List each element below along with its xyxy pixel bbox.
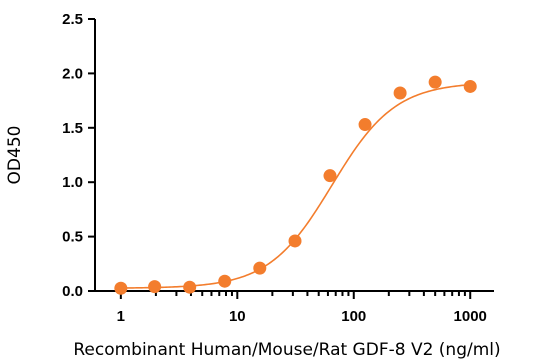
data-point [183, 280, 197, 294]
y-axis-title: OD450 [5, 126, 25, 185]
data-point [323, 169, 337, 183]
x-tick-label: 10 [229, 308, 246, 325]
y-axis: 0.0 0.5 1.0 1.5 2.0 2.5 [62, 11, 96, 300]
y-tick-label: 0.5 [62, 229, 83, 246]
x-tick-label: 1000 [454, 308, 487, 325]
y-tick-label: 0.0 [62, 283, 83, 300]
x-axis: 1 10 100 1000 [95, 290, 494, 325]
data-point [288, 234, 302, 248]
data-point [428, 75, 442, 89]
data-point [253, 261, 267, 275]
y-tick-label: 2.0 [62, 65, 83, 82]
data-point [358, 118, 372, 132]
y-tick-label: 1.5 [62, 120, 83, 137]
x-axis-title: Recombinant Human/Mouse/Rat GDF-8 V2 (ng… [73, 340, 500, 360]
y-tick-label: 1.0 [62, 174, 83, 191]
data-point [393, 86, 407, 100]
x-tick-label: 1 [117, 308, 125, 325]
data-point [218, 274, 232, 288]
data-point [114, 281, 128, 295]
y-tick-label: 2.5 [62, 11, 83, 28]
data-points-layer [114, 75, 477, 295]
fit-curve [120, 83, 471, 289]
x-tick-label: 100 [341, 308, 366, 325]
fit-curve-layer [120, 83, 471, 289]
data-point [148, 280, 162, 294]
data-point [463, 79, 477, 93]
